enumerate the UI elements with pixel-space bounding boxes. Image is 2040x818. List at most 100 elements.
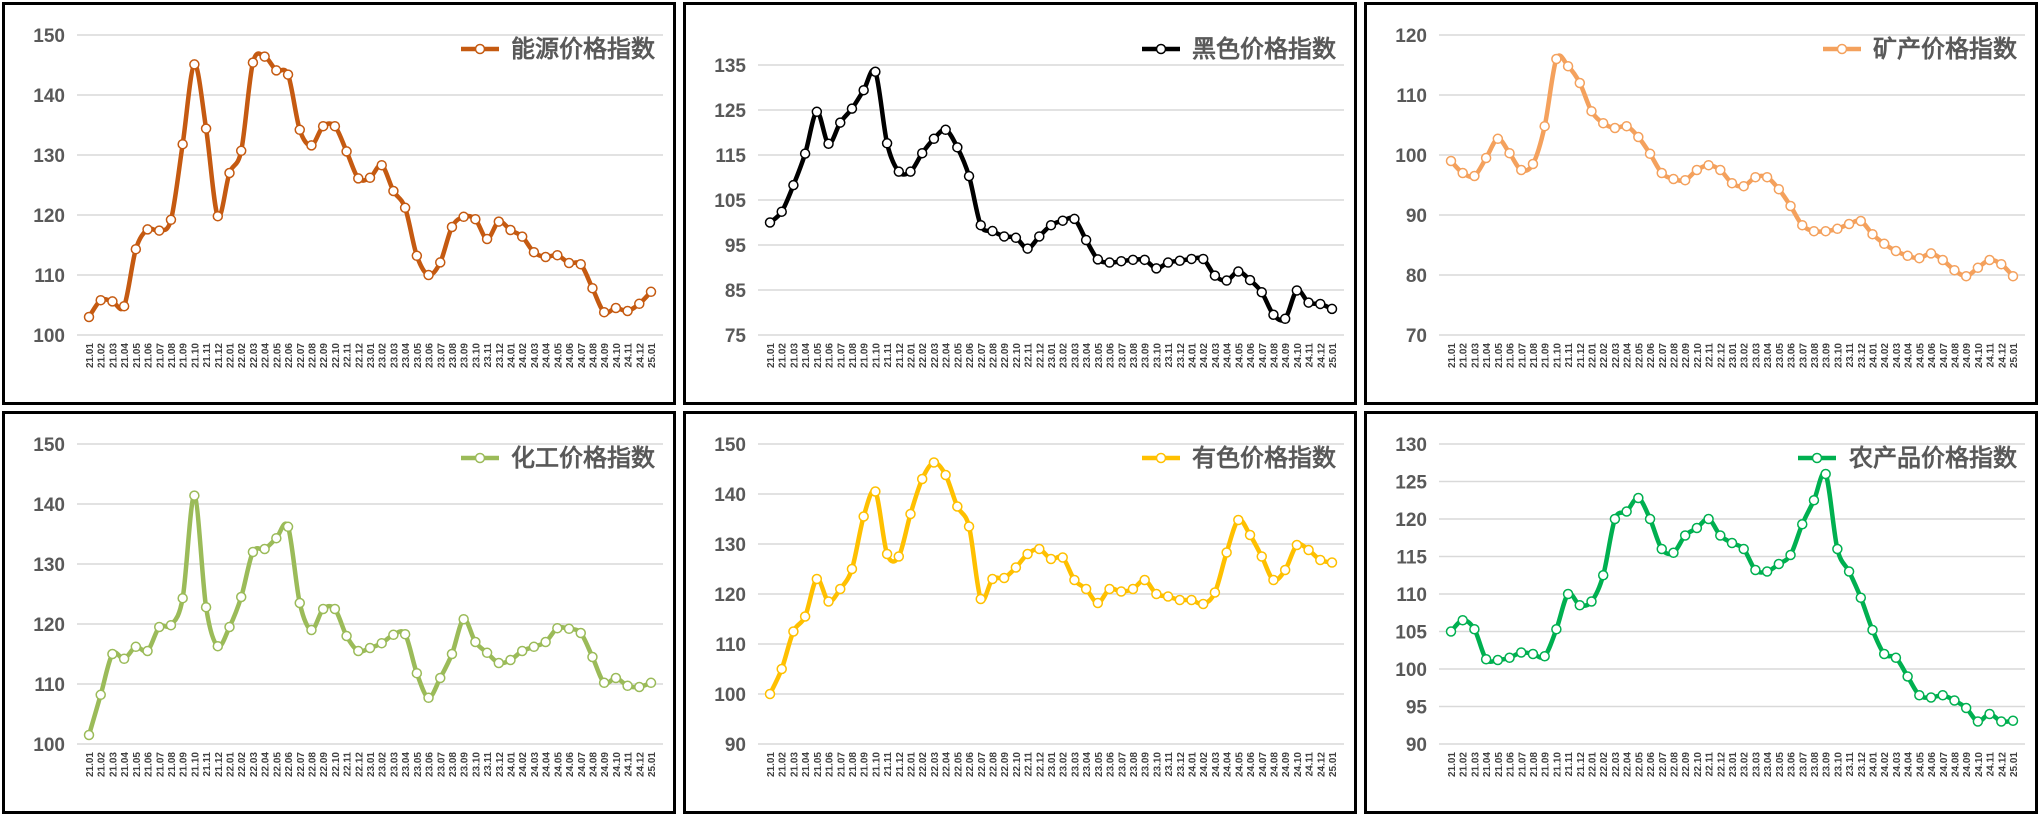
data-point	[881, 138, 893, 149]
y-tick-label: 130	[1395, 435, 1427, 456]
x-tick-label: 25.01	[2009, 752, 2020, 777]
data-point	[1244, 274, 1256, 286]
data-point	[1291, 539, 1303, 551]
y-tick-label: 90	[1406, 206, 1427, 227]
x-tick-label: 21.02	[97, 752, 108, 777]
data-point	[1034, 231, 1045, 242]
x-tick-label: 21.02	[778, 343, 789, 368]
data-point	[376, 159, 387, 171]
x-tick-label: 22.10	[331, 343, 342, 368]
chart-panel-energy: 100 110 120 130 140 150 21.01 21.02 21.03 21.04 21…	[2, 2, 676, 405]
y-tick-label: 105	[714, 191, 746, 212]
data-point	[788, 626, 799, 637]
y-tick-label: 135	[714, 56, 746, 77]
data-point	[154, 621, 165, 633]
data-point	[1937, 690, 1948, 701]
x-tick-label: 21.04	[1482, 343, 1493, 368]
data-point	[1597, 570, 1609, 581]
x-tick-label: 23.09	[460, 752, 471, 777]
x-tick-label: 22.01	[907, 343, 918, 368]
data-point	[1656, 543, 1667, 555]
y-tick-label: 105	[1395, 623, 1427, 644]
x-tick-label: 24.02	[1880, 343, 1891, 368]
x-tick-label: 24.05	[553, 343, 564, 368]
legend-marker-icon	[474, 452, 486, 464]
data-point	[470, 213, 481, 225]
x-tick-label: 23.06	[425, 752, 436, 777]
x-tick-label: 24.03	[1892, 343, 1903, 368]
y-tick-label: 120	[33, 206, 65, 227]
data-point	[563, 257, 575, 269]
x-tick-label: 21.08	[167, 343, 178, 368]
x-tick-label: 23.07	[436, 752, 447, 777]
x-tick-label: 21.06	[144, 343, 155, 368]
data-point	[1551, 53, 1562, 65]
x-tick-label: 23.12	[1176, 752, 1187, 777]
x-tick-label: 21.05	[1494, 343, 1505, 368]
x-tick-label: 21.01	[85, 752, 96, 777]
data-point	[1516, 164, 1527, 176]
x-tick-label: 25.01	[2009, 343, 2020, 368]
x-tick-label: 24.01	[1188, 343, 1199, 368]
x-tick-label: 22.11	[1705, 752, 1716, 777]
data-point	[1621, 506, 1632, 517]
data-point	[940, 124, 951, 136]
data-point	[1691, 522, 1703, 534]
x-tick-label: 23.10	[471, 343, 482, 368]
x-tick-label: 21.11	[883, 343, 894, 368]
y-tick-label: 130	[33, 555, 65, 576]
x-tick-label: 22.08	[988, 343, 999, 368]
x-tick-label: 23.08	[1810, 343, 1821, 368]
data-point	[1633, 131, 1644, 143]
data-point	[1960, 702, 1972, 714]
x-tick-label: 22.05	[272, 343, 283, 368]
x-tick-label: 23.02	[1740, 343, 1751, 368]
x-tick-label: 22.10	[1012, 343, 1023, 368]
y-tick-label: 115	[715, 146, 746, 167]
x-tick-label: 24.03	[1211, 752, 1222, 777]
x-tick-label: 25.01	[1328, 752, 1339, 777]
x-tick-label: 22.01	[907, 752, 918, 777]
data-point	[1151, 588, 1162, 600]
data-point	[247, 57, 259, 68]
data-point	[446, 221, 458, 233]
x-tick-label: 24.02	[518, 343, 529, 368]
data-point	[1279, 313, 1291, 325]
data-point	[189, 490, 200, 501]
legend-marker-icon	[1836, 43, 1848, 55]
data-point	[341, 146, 352, 157]
x-tick-label: 21.01	[766, 343, 777, 368]
data-point	[598, 677, 610, 689]
x-tick-label: 21.12	[214, 752, 225, 777]
data-point	[411, 667, 423, 679]
data-point	[1832, 223, 1843, 235]
data-point	[1186, 253, 1197, 265]
data-point	[528, 246, 540, 258]
x-tick-label: 23.06	[1787, 343, 1798, 368]
data-point	[1139, 254, 1150, 266]
data-point	[975, 219, 986, 231]
x-tick-label: 23.02	[378, 343, 389, 368]
data-point	[1855, 592, 1867, 603]
x-tick-label: 21.06	[1506, 343, 1517, 368]
x-tick-label: 22.04	[261, 343, 272, 368]
x-tick-label: 23.05	[413, 752, 424, 777]
legend-marker-icon	[474, 43, 486, 55]
data-point	[764, 217, 776, 228]
data-point	[1104, 257, 1115, 268]
x-tick-label: 22.07	[1658, 343, 1669, 368]
x-tick-label: 22.12	[1716, 343, 1727, 368]
x-tick-label: 22.04	[942, 343, 953, 368]
data-point	[1773, 558, 1785, 570]
x-tick-label: 23.01	[1047, 343, 1058, 368]
data-point	[1890, 245, 1902, 257]
x-tick-label: 22.05	[272, 752, 283, 777]
x-tick-label: 21.04	[801, 343, 812, 368]
data-point	[563, 623, 575, 635]
y-tick-label: 140	[33, 495, 65, 516]
data-point	[610, 302, 622, 314]
data-point	[1949, 264, 1960, 276]
data-point	[2007, 270, 2019, 282]
data-point	[446, 648, 458, 660]
data-point	[1092, 254, 1104, 265]
